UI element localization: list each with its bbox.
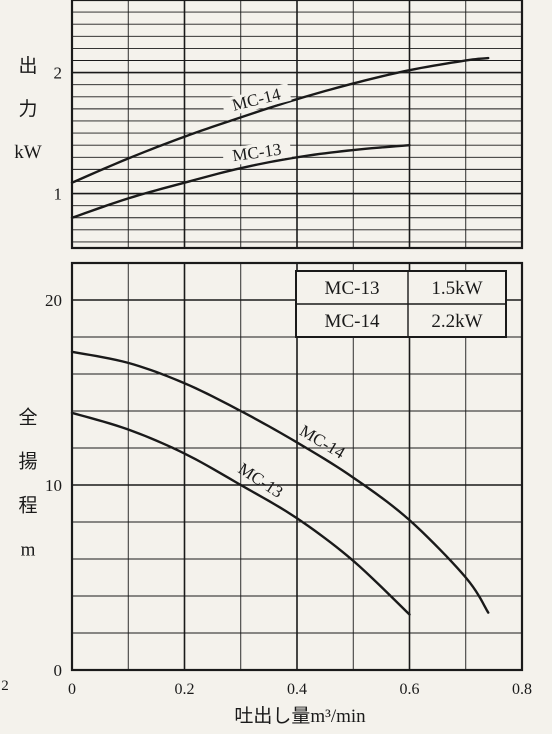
legend-model: MC-13 xyxy=(325,278,380,299)
x-tick-label: 0.6 xyxy=(400,681,420,698)
x-tick-label: 0.8 xyxy=(512,681,532,698)
y-tick-label: 2 xyxy=(54,64,63,83)
legend-power: 1.5kW xyxy=(431,278,482,299)
head-chart-panel: 0 10 20 全揚程 m MC-14 MC-13 0 0.2 0.4 0.6 0.8 吐出し量m³/m… xyxy=(1,261,532,727)
y-axis-label-char: 力 xyxy=(18,98,37,120)
series-label-knockout xyxy=(222,139,292,167)
x-axis-label: 吐出し量m³/min xyxy=(234,705,366,727)
plot-frame xyxy=(70,0,524,250)
y-axis-label-char: kW xyxy=(14,142,42,163)
y-axis-label-char: 揚 xyxy=(18,451,37,473)
legend-power: 2.2kW xyxy=(431,311,482,332)
series-label: MC-14 xyxy=(230,84,283,114)
x-tick-label: 0.4 xyxy=(287,681,307,698)
y-axis-label-char: 程 xyxy=(18,495,37,517)
y-tick-label: 20 xyxy=(45,291,62,310)
series-line-mc-14 xyxy=(70,350,490,614)
y-tick-label: 10 xyxy=(45,476,62,495)
plot-frame xyxy=(70,261,524,672)
y-tick-label: 0 xyxy=(54,661,63,680)
y-axis-label-char: m xyxy=(21,540,36,561)
y-axis-label-char: 出 xyxy=(18,55,37,77)
x-tick-label: 0.2 xyxy=(175,681,195,698)
series-line-mc-13 xyxy=(70,411,411,616)
x-tick-label: 0 xyxy=(68,681,76,698)
series-line-mc-13 xyxy=(70,143,411,219)
stray-tick-label: 2 xyxy=(1,678,9,694)
legend-table: MC-13 1.5kW MC-14 2.2kW xyxy=(295,270,507,338)
y-tick-label: 1 xyxy=(54,185,63,204)
series-line-mc-14 xyxy=(70,56,490,184)
series-label-knockout xyxy=(221,83,292,118)
legend-model: MC-14 xyxy=(325,311,380,332)
y-axis-label-char: 全 xyxy=(18,407,37,429)
